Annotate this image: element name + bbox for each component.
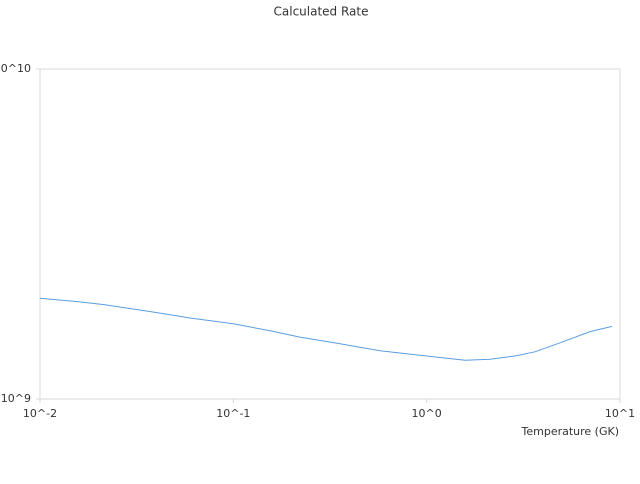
x-tick-label: 10^-1 <box>216 407 250 420</box>
x-axis-label: Temperature (GK) <box>521 425 620 438</box>
y-tick-label: 10^10 <box>0 62 31 75</box>
chart-title: Calculated Rate <box>274 5 369 19</box>
data-line <box>39 297 613 361</box>
x-tick-label: 10^1 <box>605 407 635 420</box>
x-tick-label: 10^-2 <box>23 407 57 420</box>
x-tick-label: 10^0 <box>412 407 442 420</box>
plot-frame <box>39 68 621 400</box>
y-tick-label: 10^9 <box>1 392 31 405</box>
